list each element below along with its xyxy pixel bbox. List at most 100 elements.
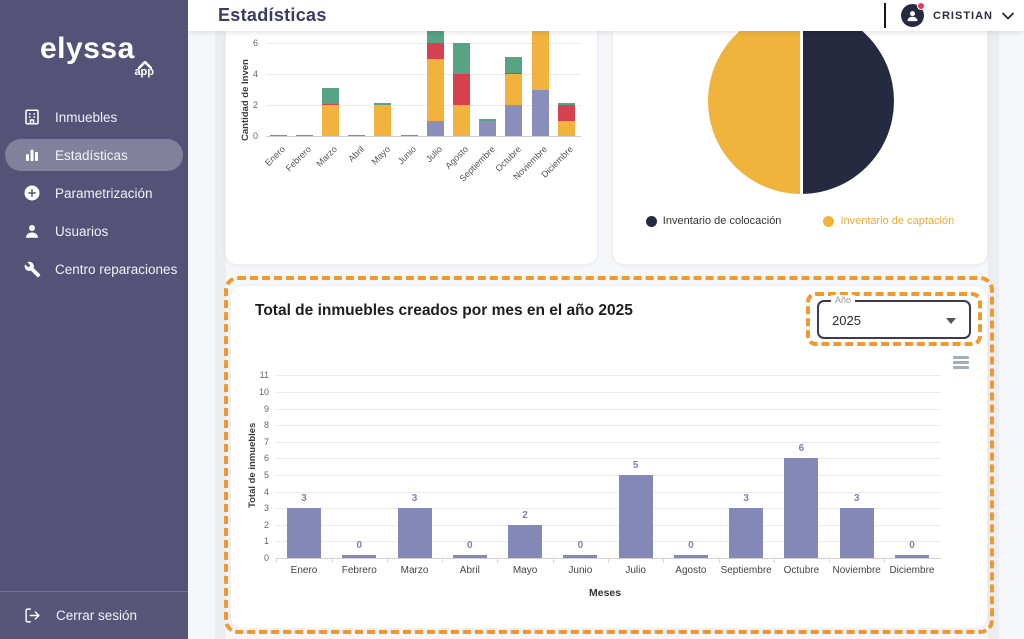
bar-enero [287, 508, 321, 558]
app-logo: elyssa app [40, 32, 154, 84]
hamburger-menu-icon[interactable] [953, 356, 969, 369]
user-avatar-icon[interactable] [901, 2, 926, 27]
sidebar-item-label: Parametrización [55, 185, 153, 201]
stacked-bar-julio [426, 0, 444, 136]
stacked-bar-abril [348, 0, 366, 136]
notification-dot [917, 2, 926, 10]
stacked-bar-octubre [505, 0, 523, 136]
logo-text: elyssa [40, 32, 135, 65]
stacked-bar-diciembre [557, 0, 575, 136]
x-label-agosto: Agosto [675, 565, 707, 576]
legend-label-captacion: Inventario de captación [840, 215, 955, 227]
stacked-bar-enero [269, 0, 287, 136]
sidebar-item-parametrizacion[interactable]: Parametrización [0, 174, 188, 212]
pie-slice-divider [799, 8, 803, 194]
page-title: Estadísticas [218, 5, 327, 25]
bar-junio [563, 555, 598, 558]
stacked-bar-noviembre [531, 0, 549, 136]
stacked-bar-febrero [295, 0, 313, 136]
inventory-pie-chart-card: Inventario de colocación Inventario de c… [612, 0, 988, 265]
user-name[interactable]: CRISTIAN [933, 9, 993, 22]
logo-sub-text: app [134, 66, 154, 78]
bar-value-label: 0 [688, 540, 694, 551]
sidebar-item-label: Centro reparaciones [55, 261, 178, 277]
bar-value-label: 0 [356, 540, 363, 551]
x-label-enero: Enero [290, 565, 318, 576]
bar-value-label: 3 [301, 493, 307, 505]
sidebar-item-logout[interactable]: Cerrar sesión [0, 591, 188, 639]
bar-value-label: 3 [853, 493, 860, 505]
sidebar-item-estadisticas[interactable]: Estadísticas [0, 136, 188, 174]
year-select[interactable]: Año 2025 [817, 295, 971, 339]
stacked-bar-mayo [374, 0, 392, 136]
bar-noviembre [839, 508, 874, 558]
bar-marzo [397, 508, 432, 558]
x-label-mayo: Mayo [512, 565, 538, 576]
logo-caret-icon [137, 56, 153, 74]
inventory-stacked-chart-card: Cantidad de Inven 0 2 4 6 Enero Febrero Marzo A… [225, 0, 598, 265]
bar-value-label: 2 [522, 509, 528, 521]
legend-item-captacion[interactable]: Inventario de captación [823, 215, 954, 227]
bar-chart-icon [22, 145, 42, 165]
bar-chart-x-axis-title: Meses [589, 587, 622, 599]
main-content: Cantidad de Inven 0 2 4 6 Enero Febrero Marzo A… [188, 0, 1024, 639]
sidebar: elyssa app Inmuebles Estadísticas Parametr… [0, 0, 188, 639]
bar-value-label: 0 [467, 540, 473, 551]
bar-value-label: 6 [798, 443, 805, 455]
sidebar-item-label: Inmuebles [55, 109, 118, 125]
bar-septiembre [729, 508, 764, 558]
stacked-bar-septiembre [479, 0, 497, 136]
bar-value-label: 0 [909, 540, 915, 551]
x-label-abril: Abril [459, 565, 480, 576]
monthly-created-chart-card: Total de inmuebles creados por mes en el… [230, 285, 988, 629]
bar-value-label: 3 [743, 493, 749, 505]
x-label-julio: Julio [625, 565, 646, 576]
stacked-bar-marzo [321, 0, 339, 136]
legend-dot-colocacion [645, 215, 657, 227]
chevron-down-icon[interactable] [1002, 12, 1014, 20]
right-scroll-gutter[interactable] [988, 0, 999, 639]
x-label-febrero: Febrero [341, 565, 377, 576]
bar-julio [618, 475, 653, 558]
wrench-icon [22, 259, 42, 279]
x-label-noviembre: Noviembre [832, 565, 881, 576]
plus-circle-icon [22, 183, 42, 203]
legend-dot-captacion [823, 215, 835, 227]
x-label-septiembre: Septiembre [720, 565, 772, 576]
header-divider [884, 3, 887, 28]
x-label-junio: Junio [568, 565, 593, 576]
stacked-bar-agosto [452, 0, 470, 136]
sidebar-item-inmuebles[interactable]: Inmuebles [0, 98, 188, 136]
chevron-down-icon [946, 318, 956, 324]
bar-value-label: 3 [411, 493, 418, 505]
sidebar-item-label: Usuarios [55, 223, 109, 239]
x-label-diciembre: Diciembre [889, 565, 935, 576]
building-icon [22, 107, 42, 127]
sidebar-item-centro-reparaciones[interactable]: Centro reparaciones [0, 250, 188, 288]
pie-legend: Inventario de colocación Inventario de c… [613, 215, 987, 227]
bar-diciembre [894, 555, 929, 558]
bar-value-label: 0 [577, 540, 584, 551]
bar-abril [452, 555, 487, 558]
legend-item-colocacion[interactable]: Inventario de colocación [645, 215, 782, 227]
bar-mayo [508, 524, 543, 558]
chart-title: Total de inmuebles creados por mes en el… [255, 302, 633, 319]
user-icon [22, 221, 42, 241]
user-menu[interactable]: CRISTIAN [884, 0, 1014, 31]
left-scroll-gutter [215, 0, 226, 639]
logout-icon [22, 606, 42, 626]
stacked-bar-junio [400, 0, 418, 136]
logout-label: Cerrar sesión [56, 608, 138, 623]
bar-octubre [784, 458, 819, 558]
bar-agosto [673, 555, 708, 558]
x-label-marzo: Marzo [400, 565, 429, 576]
sidebar-item-label: Estadísticas [55, 147, 128, 163]
sidebar-item-usuarios[interactable]: Usuarios [0, 212, 188, 250]
bar-value-label: 5 [632, 460, 639, 471]
top-header: Estadísticas CRISTIAN [188, 0, 1024, 31]
year-select-label: Año [831, 295, 856, 305]
sidebar-nav: Inmuebles Estadísticas Parametrización Usua… [0, 98, 188, 288]
legend-label-colocacion: Inventario de colocación [662, 215, 782, 227]
x-label-octubre: Octubre [783, 565, 820, 576]
year-select-value: 2025 [832, 313, 861, 328]
